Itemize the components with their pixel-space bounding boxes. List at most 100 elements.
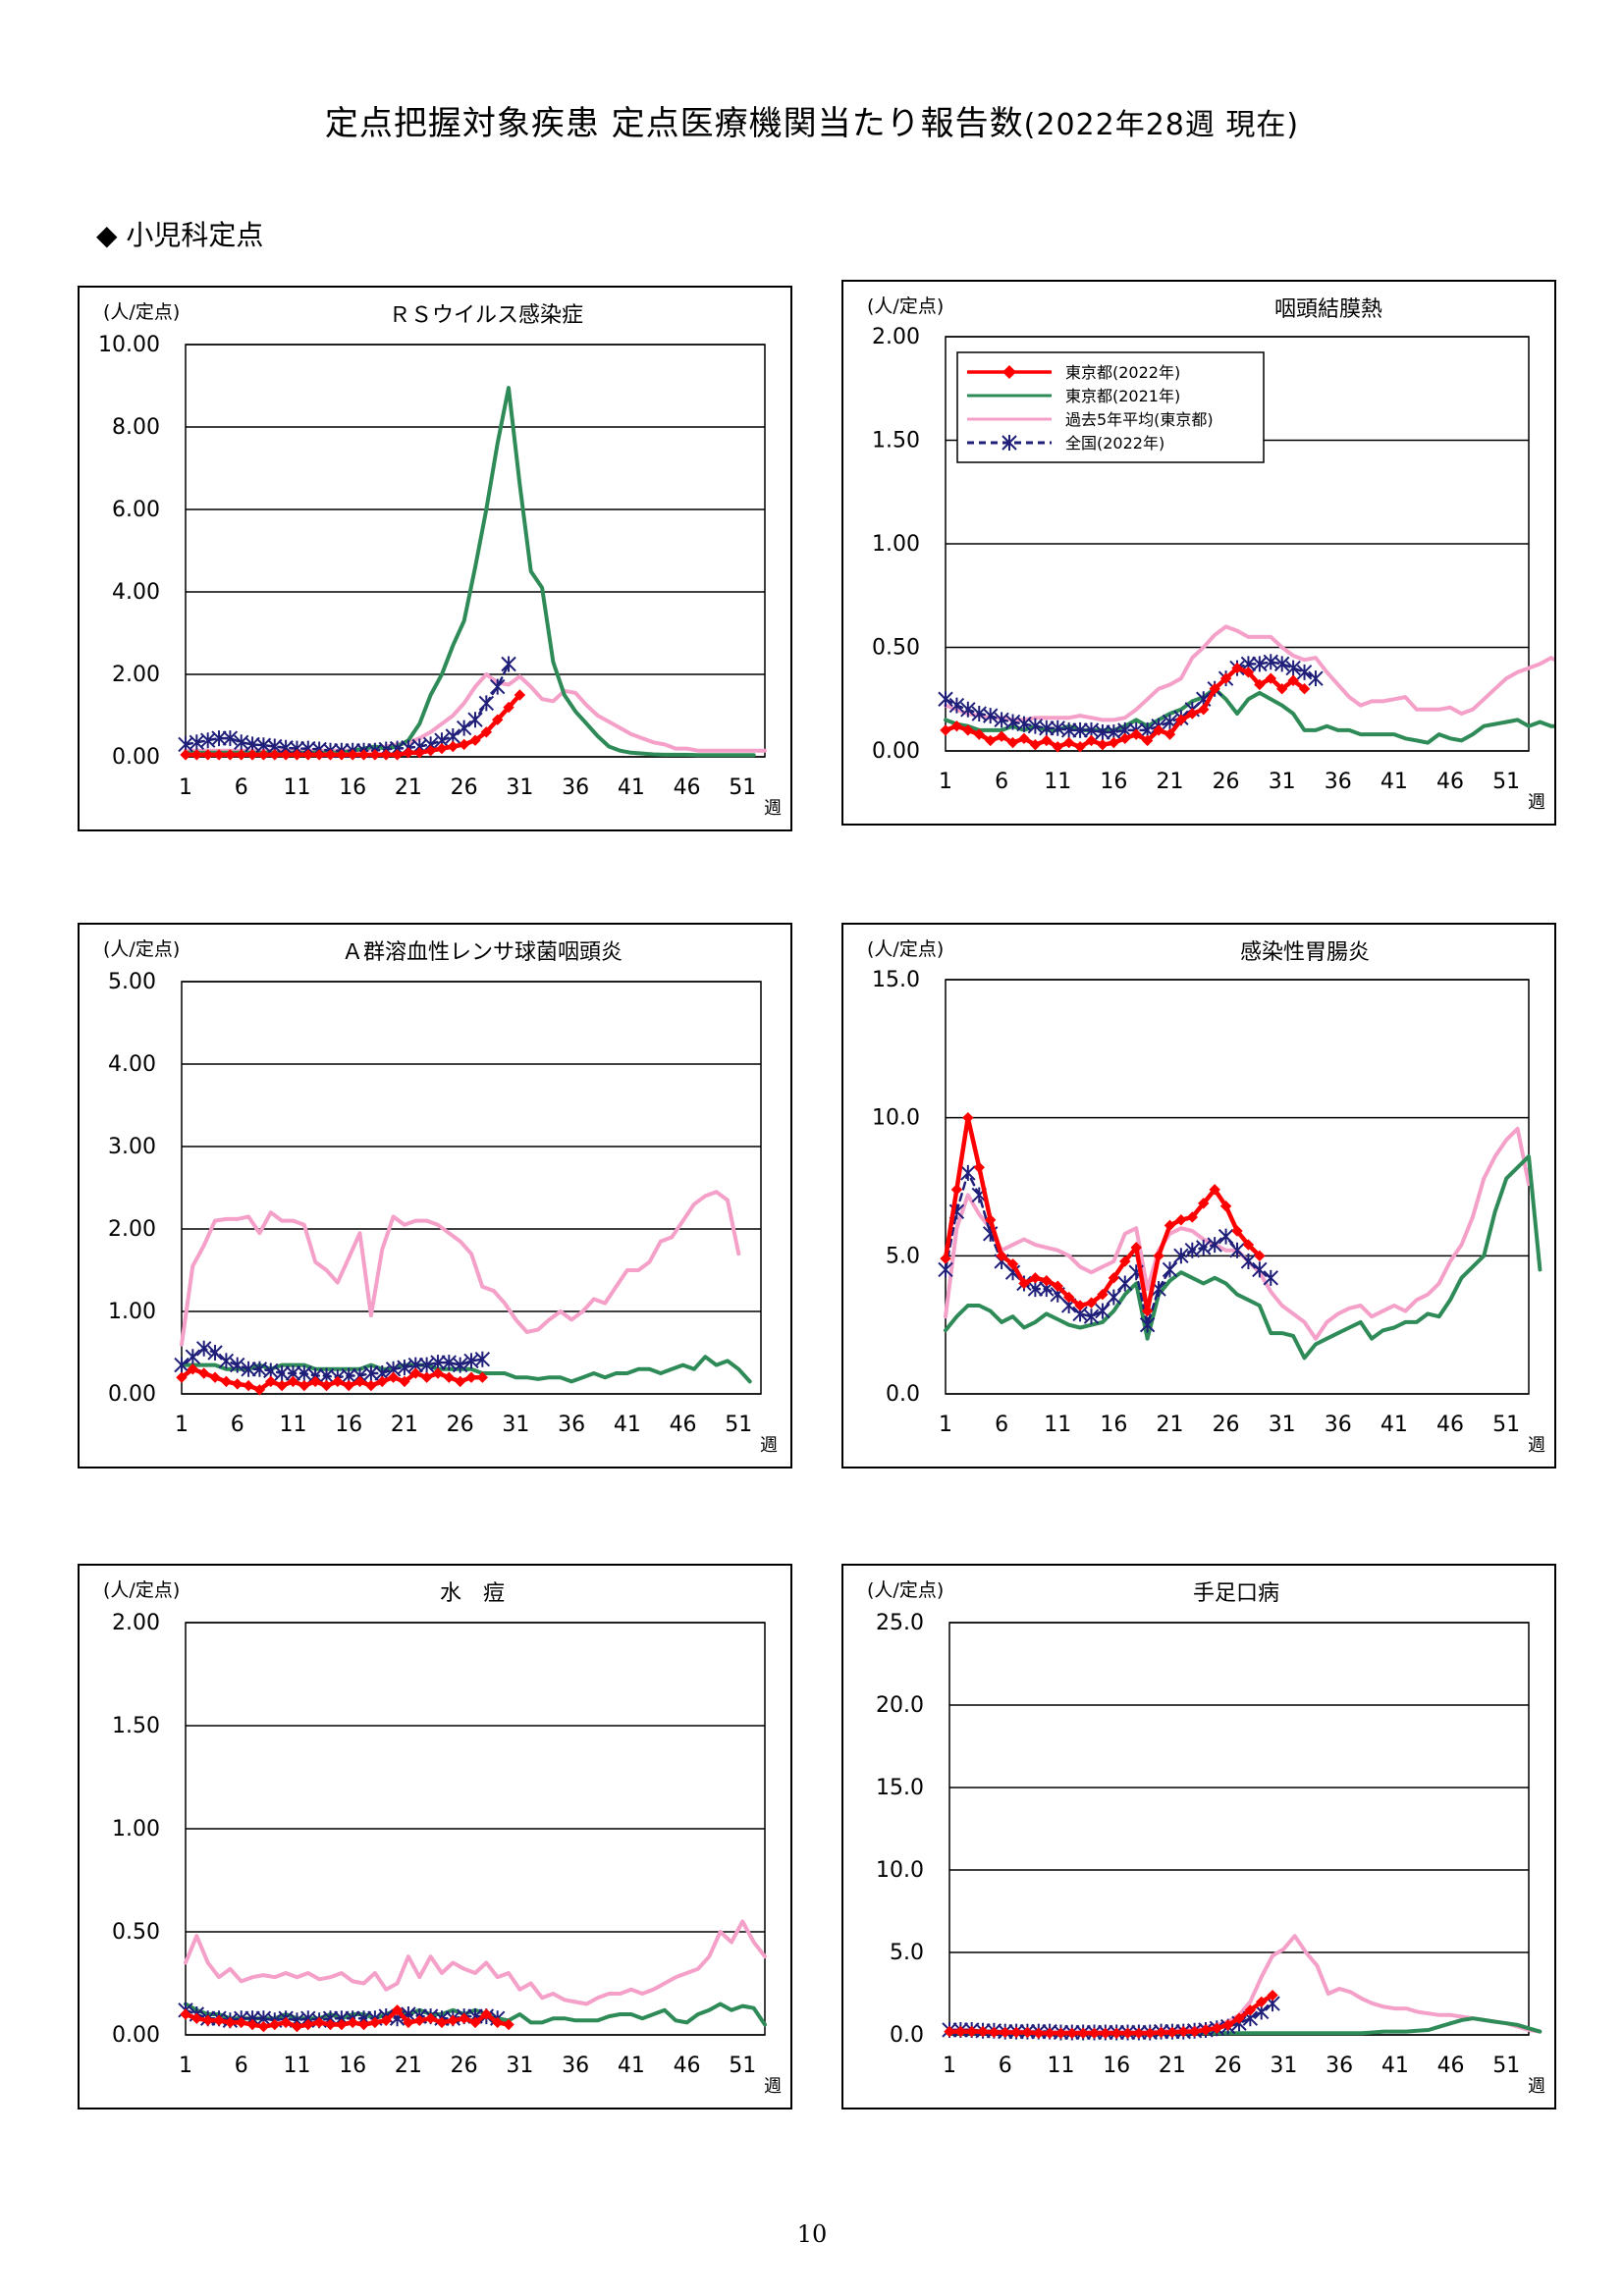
data-point-marker <box>514 689 526 701</box>
x-tick-label: 21 <box>1159 2054 1186 2078</box>
data-point-marker <box>324 749 337 761</box>
legend-label: 過去5年平均(東京都) <box>1065 410 1214 429</box>
data-point-marker <box>982 708 999 724</box>
series-line <box>943 1115 1263 1313</box>
data-point-marker <box>1000 2026 1011 2039</box>
data-point-marker <box>1141 734 1154 747</box>
data-point-marker <box>1196 1239 1212 1255</box>
x-tick-label: 46 <box>674 775 701 800</box>
data-point-marker <box>436 2016 448 2029</box>
page-title: 定点把握対象疾患 定点医療機関当たり報告数(2022年28週 現在) <box>324 104 1300 143</box>
data-point-marker <box>1033 2027 1045 2040</box>
data-point-marker <box>1133 2027 1145 2040</box>
data-point-marker <box>469 734 481 746</box>
data-point-marker <box>1041 1274 1053 1287</box>
data-point-marker <box>1254 678 1266 691</box>
data-point-marker <box>324 2018 337 2031</box>
data-point-marker <box>1006 736 1019 749</box>
data-point-marker <box>1164 1219 1176 1232</box>
data-point-marker <box>962 1111 974 1124</box>
x-tick-label: 6 <box>995 1413 1008 1437</box>
data-point-marker <box>1207 1237 1222 1254</box>
data-point-marker <box>1021 2026 1034 2039</box>
data-point-marker <box>965 2025 978 2038</box>
x-tick-label: 31 <box>502 1413 529 1437</box>
data-point-marker <box>478 695 495 712</box>
y-tick-label: 0.00 <box>872 739 920 764</box>
x-tick-label: 21 <box>1156 1413 1183 1437</box>
x-tick-label: 51 <box>1492 770 1520 794</box>
data-point-marker <box>1218 1228 1234 1245</box>
data-point-marker <box>246 749 258 761</box>
x-tick-label: 36 <box>562 775 589 800</box>
data-point-marker <box>376 1375 388 1388</box>
data-point-marker <box>458 2012 470 2024</box>
data-point-marker <box>1265 672 1276 684</box>
data-point-marker <box>1175 714 1187 726</box>
data-point-marker <box>1186 1211 1199 1223</box>
x-tick-label: 1 <box>179 2054 192 2078</box>
data-point-marker <box>369 2016 381 2029</box>
data-point-marker <box>269 2018 281 2031</box>
x-axis-label: 週 <box>764 2076 782 2097</box>
y-tick-label: 3.00 <box>108 1135 156 1159</box>
chart-svg: 0.05.010.015.01 6 11 16 21 26 31 36 41 46 51週 <box>872 968 1545 1456</box>
x-tick-label: 46 <box>1437 2054 1465 2078</box>
data-point-marker <box>236 749 247 761</box>
chart-unit-label: (人/定点) <box>103 1579 181 1601</box>
data-point-marker <box>336 2018 348 2031</box>
y-tick-label: 15.0 <box>872 968 920 992</box>
x-tick-label: 11 <box>1044 770 1071 794</box>
data-point-marker <box>298 1379 310 1392</box>
x-tick-label: 1 <box>939 770 952 794</box>
x-tick-label: 11 <box>1047 2054 1074 2078</box>
x-tick-label: 31 <box>1270 2054 1297 2078</box>
chart-unit-label: (人/定点) <box>103 938 181 960</box>
data-point-marker <box>403 747 414 759</box>
x-tick-label: 1 <box>939 1413 952 1437</box>
chart-panel-hand-foot-mouth: 0.0 5.0 10.0 15.0 20.0 25.0 1 6 11 16 21 26 31 36 41 46… <box>841 1564 1556 2109</box>
y-tick-label: 2.00 <box>112 1611 160 1635</box>
data-point-marker <box>1209 682 1220 695</box>
data-point-marker <box>960 1164 976 1181</box>
chart-panel-infectious-gastroenteritis: 0.0 5.0 10.0 15.0 1 6 11 16 21 26 31 36 41 46 51 週 (人/定… <box>841 923 1556 1468</box>
x-tick-label: 36 <box>1326 2054 1353 2078</box>
data-point-marker <box>409 1367 421 1379</box>
data-point-marker <box>1052 741 1063 753</box>
data-point-marker <box>1018 732 1030 745</box>
x-tick-label: 16 <box>339 2054 366 2078</box>
chart-svg: 0.000.501.001.502.001 6 11 16 21 26 31 36 41 46 51… <box>112 1611 782 2097</box>
data-point-marker <box>1184 1242 1201 1258</box>
data-point-marker <box>1083 1308 1100 1325</box>
x-tick-label: 46 <box>1436 1413 1464 1437</box>
data-point-marker <box>503 701 514 714</box>
data-point-marker <box>1088 2027 1101 2040</box>
x-tick-label: 41 <box>618 2054 645 2078</box>
chart-unit-label: (人/定点) <box>867 1579 945 1601</box>
data-point-marker <box>1244 2004 1257 2016</box>
y-tick-label: 0.0 <box>890 2023 924 2048</box>
data-point-marker <box>236 2016 247 2029</box>
y-tick-label: 10.00 <box>98 333 160 357</box>
chart-title: 手足口病 <box>1192 1581 1279 1606</box>
series-line <box>180 1347 484 1379</box>
plot-area-frame <box>945 979 1530 1395</box>
data-point-marker <box>1242 667 1255 678</box>
y-tick-label: 0.00 <box>112 2023 160 2048</box>
data-point-marker <box>1100 2027 1111 2040</box>
data-point-marker <box>207 1345 223 1361</box>
data-point-marker <box>1267 1989 1278 2002</box>
data-point-marker <box>213 749 225 761</box>
data-point-marker <box>336 749 348 761</box>
page-number: 10 <box>796 2220 828 2248</box>
data-point-marker <box>1144 2027 1156 2040</box>
data-point-marker <box>1097 1289 1109 1301</box>
series-line <box>944 1154 1543 1361</box>
data-point-marker <box>257 749 270 761</box>
x-tick-label: 21 <box>1156 770 1183 794</box>
chart-panel-group-a-strep: 0.00 1.00 2.00 3.00 4.00 5.00 1 6 11 16 21 26 31 36 41… <box>78 923 792 1468</box>
chart-title: 水 痘 <box>439 1581 505 1606</box>
data-point-marker <box>1287 674 1299 686</box>
x-axis-label: 週 <box>1528 792 1545 813</box>
series-line <box>944 624 1554 722</box>
